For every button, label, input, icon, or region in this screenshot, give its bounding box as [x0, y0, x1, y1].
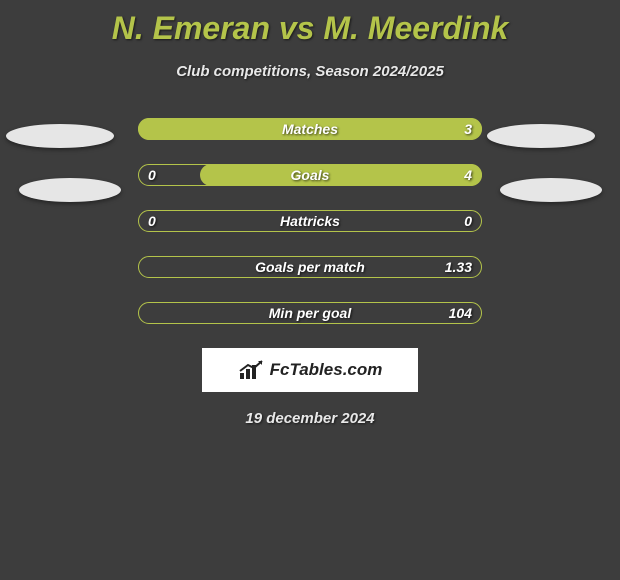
player-right-photo-placeholder-2 — [500, 178, 602, 202]
page-title: N. Emeran vs M. Meerdink — [0, 0, 620, 47]
stat-bar-bg — [138, 302, 482, 324]
player-left-photo-placeholder-1 — [6, 124, 114, 148]
stat-bar-bg — [138, 256, 482, 278]
fctables-logo: FcTables.com — [202, 348, 418, 392]
player-right-photo-placeholder-1 — [487, 124, 595, 148]
stats-container: Matches 3 0 Goals 4 0 Hattricks 0 Goals … — [138, 118, 482, 324]
fctables-logo-text: FcTables.com — [270, 360, 383, 380]
bar-chart-arrow-icon — [238, 359, 264, 381]
stat-row-hattricks: 0 Hattricks 0 — [138, 210, 482, 232]
date-label: 19 december 2024 — [0, 410, 620, 427]
stat-bar-fill — [200, 164, 482, 186]
stat-bar-fill — [138, 118, 482, 140]
stat-row-matches: Matches 3 — [138, 118, 482, 140]
stat-row-min-per-goal: Min per goal 104 — [138, 302, 482, 324]
stat-row-goals: 0 Goals 4 — [138, 164, 482, 186]
page-subtitle: Club competitions, Season 2024/2025 — [0, 63, 620, 80]
stat-bar-bg — [138, 210, 482, 232]
player-left-photo-placeholder-2 — [19, 178, 121, 202]
stat-row-goals-per-match: Goals per match 1.33 — [138, 256, 482, 278]
